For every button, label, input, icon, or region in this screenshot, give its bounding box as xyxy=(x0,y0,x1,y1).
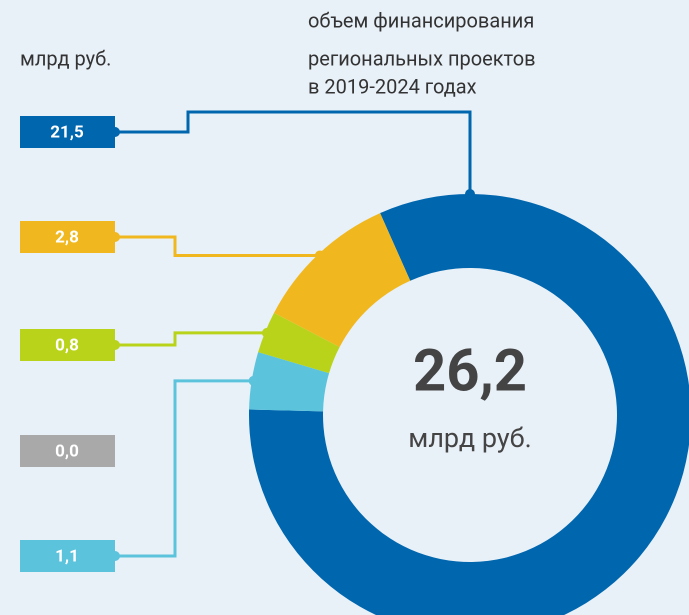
title-line: объем финансирования xyxy=(308,8,534,32)
connector-dot xyxy=(110,232,120,242)
connector-dot xyxy=(110,551,120,561)
value-label: 0,0 xyxy=(55,441,79,461)
donut-segment xyxy=(274,213,411,348)
value-box xyxy=(20,116,115,148)
connector xyxy=(115,379,254,558)
connector-dot xyxy=(248,375,259,386)
title-line: в 2019-2024 годах xyxy=(308,74,477,98)
connector xyxy=(115,110,472,194)
connector xyxy=(115,331,267,347)
title-line: региональных проектов xyxy=(308,46,536,70)
total-unit: млрд руб. xyxy=(408,422,531,454)
connector xyxy=(115,235,320,257)
connector-dot xyxy=(110,340,120,350)
value-label: 1,1 xyxy=(55,546,79,566)
unit-label: млрд руб. xyxy=(20,46,111,70)
value-box xyxy=(20,435,115,467)
value-box xyxy=(20,540,115,572)
value-label: 2,8 xyxy=(55,227,79,247)
donut-segment xyxy=(258,312,340,374)
value-label: 21,5 xyxy=(50,122,84,142)
donut-segment xyxy=(249,352,330,412)
connector-dot xyxy=(314,250,325,261)
connector-dot xyxy=(261,327,272,338)
value-label: 0,8 xyxy=(55,335,79,355)
value-box xyxy=(20,329,115,361)
value-box xyxy=(20,221,115,253)
donut-segment xyxy=(249,194,689,615)
connector-dot xyxy=(110,127,120,137)
connector-dot xyxy=(465,189,475,199)
total-value: 26,2 xyxy=(413,337,527,405)
